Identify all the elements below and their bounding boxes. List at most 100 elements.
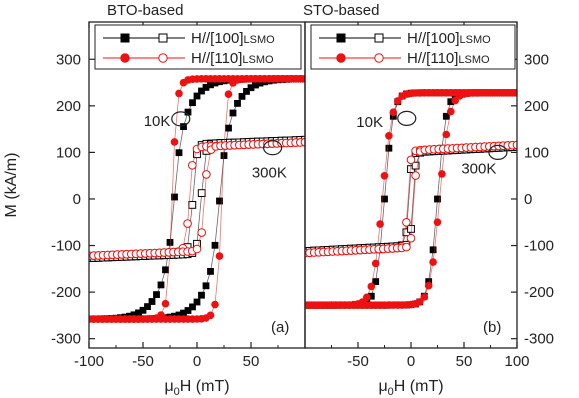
legend-label-sub: LSMO	[242, 54, 274, 66]
data-point-10K	[234, 100, 241, 107]
data-point-10K	[243, 88, 250, 95]
legend-square-marker	[158, 33, 168, 43]
legend-label: H//[100]LSMO	[191, 30, 275, 47]
legend-label-sub: LSMO	[460, 34, 492, 46]
legend-label-main: H//[110]	[407, 50, 458, 67]
annotation-ring	[171, 111, 191, 127]
data-point-10K	[202, 84, 210, 91]
annotation-ring	[488, 144, 508, 160]
data-point-300K	[192, 244, 202, 254]
data-point-10K	[161, 299, 170, 308]
x-axis-label-prefix: μ	[164, 378, 173, 395]
panel-label: (a)	[271, 319, 289, 336]
y-tick-label: 0	[73, 191, 81, 208]
temperature-annotation: 10K	[356, 114, 383, 131]
y-tick-label: -200	[524, 284, 554, 301]
x-axis-label-suffix: H (mT)	[394, 378, 444, 395]
plot-frame	[304, 21, 518, 349]
panel-label: (b)	[483, 319, 501, 336]
data-point-300K	[188, 161, 197, 170]
data-point-10K	[211, 300, 219, 309]
data-point-10K	[175, 89, 183, 98]
data-point-10K	[442, 130, 451, 139]
x-tick-label: -50	[347, 353, 369, 370]
x-axis-label: μ0H (mT)	[164, 378, 229, 398]
data-point-10K	[380, 172, 389, 180]
data-point-300K	[197, 189, 206, 197]
x-axis-label-sub: 0	[388, 386, 394, 398]
data-point-10K	[207, 81, 214, 89]
data-point-10K	[433, 218, 442, 226]
x-tick-label: -100	[74, 353, 104, 370]
data-point-10K	[184, 108, 192, 116]
legend-box	[310, 24, 516, 70]
legend-circle-marker	[158, 53, 168, 63]
legend-square-marker	[120, 33, 130, 43]
loop-line-10K	[89, 78, 305, 320]
legend-label-sub: LSMO	[458, 54, 490, 66]
legend-circle-marker	[374, 53, 384, 63]
loop-line-10K	[89, 78, 305, 320]
data-point-10K	[420, 293, 429, 301]
x-tick-label: 50	[243, 353, 260, 370]
data-point-300K	[300, 137, 305, 147]
panel-sto: STO-based -50 0 50 100 -300 -200 -100 0 100 200 300…	[303, 2, 554, 398]
y-tick-label: -300	[524, 331, 554, 348]
legend-label: H//[110]LSMO	[191, 50, 274, 67]
legend-circle-marker	[336, 53, 346, 63]
data-point-10K	[229, 109, 237, 117]
data-point-10K	[425, 278, 433, 285]
data-point-10K	[381, 195, 388, 203]
data-point-300K	[188, 201, 197, 209]
data-point-10K	[206, 311, 215, 320]
data-point-10K	[372, 278, 380, 285]
data-point-10K	[442, 112, 450, 120]
annotation-ring	[263, 140, 283, 156]
data-point-10K	[216, 197, 223, 205]
y-axis-label: M (kA/m)	[3, 153, 20, 218]
data-point-10K	[385, 144, 393, 152]
y-tick-label: 200	[524, 98, 549, 115]
y-tick-label: 300	[524, 51, 549, 68]
data-point-300K	[402, 242, 411, 252]
data-point-10K	[198, 87, 205, 95]
data-point-10K	[144, 303, 151, 310]
data-point-10K	[376, 220, 384, 228]
x-tick-label: 0	[193, 353, 201, 370]
temperature-annotation: 300K	[461, 161, 496, 178]
data-point-300K	[183, 219, 192, 228]
x-axis-label-prefix: μ	[378, 378, 387, 395]
data-point-10K	[429, 258, 437, 266]
loop-line-10K	[89, 78, 305, 320]
data-point-10K	[389, 112, 397, 120]
data-point-10K	[224, 90, 233, 98]
data-point-10K	[171, 193, 178, 201]
data-point-10K	[513, 89, 517, 97]
y-tick-label: -100	[51, 238, 81, 255]
data-point-10K	[429, 246, 437, 254]
data-point-10K	[170, 138, 179, 146]
data-point-10K	[215, 252, 224, 260]
y-tick-label: 100	[524, 144, 549, 161]
data-point-10K	[180, 309, 187, 317]
series-square	[89, 75, 305, 323]
legend-label-main: H//[110]	[191, 50, 242, 67]
series-circle	[305, 89, 517, 310]
data-point-10K	[166, 239, 174, 246]
data-point-300K	[402, 218, 411, 227]
data-point-10K	[211, 79, 219, 87]
y-tick-label: 200	[56, 98, 81, 115]
y-tick-label: -300	[51, 331, 81, 348]
panel-title: STO-based	[303, 2, 379, 19]
data-point-300K	[406, 233, 416, 243]
x-tick-label: 0	[407, 353, 415, 370]
data-layer	[89, 75, 305, 323]
data-point-10K	[238, 93, 246, 100]
data-point-300K	[512, 140, 517, 150]
data-point-10K	[367, 282, 376, 291]
series-circle	[89, 75, 305, 323]
legend: H//[100]LSMO H//[110]LSMO	[94, 24, 302, 70]
x-tick-label: 50	[456, 353, 473, 370]
